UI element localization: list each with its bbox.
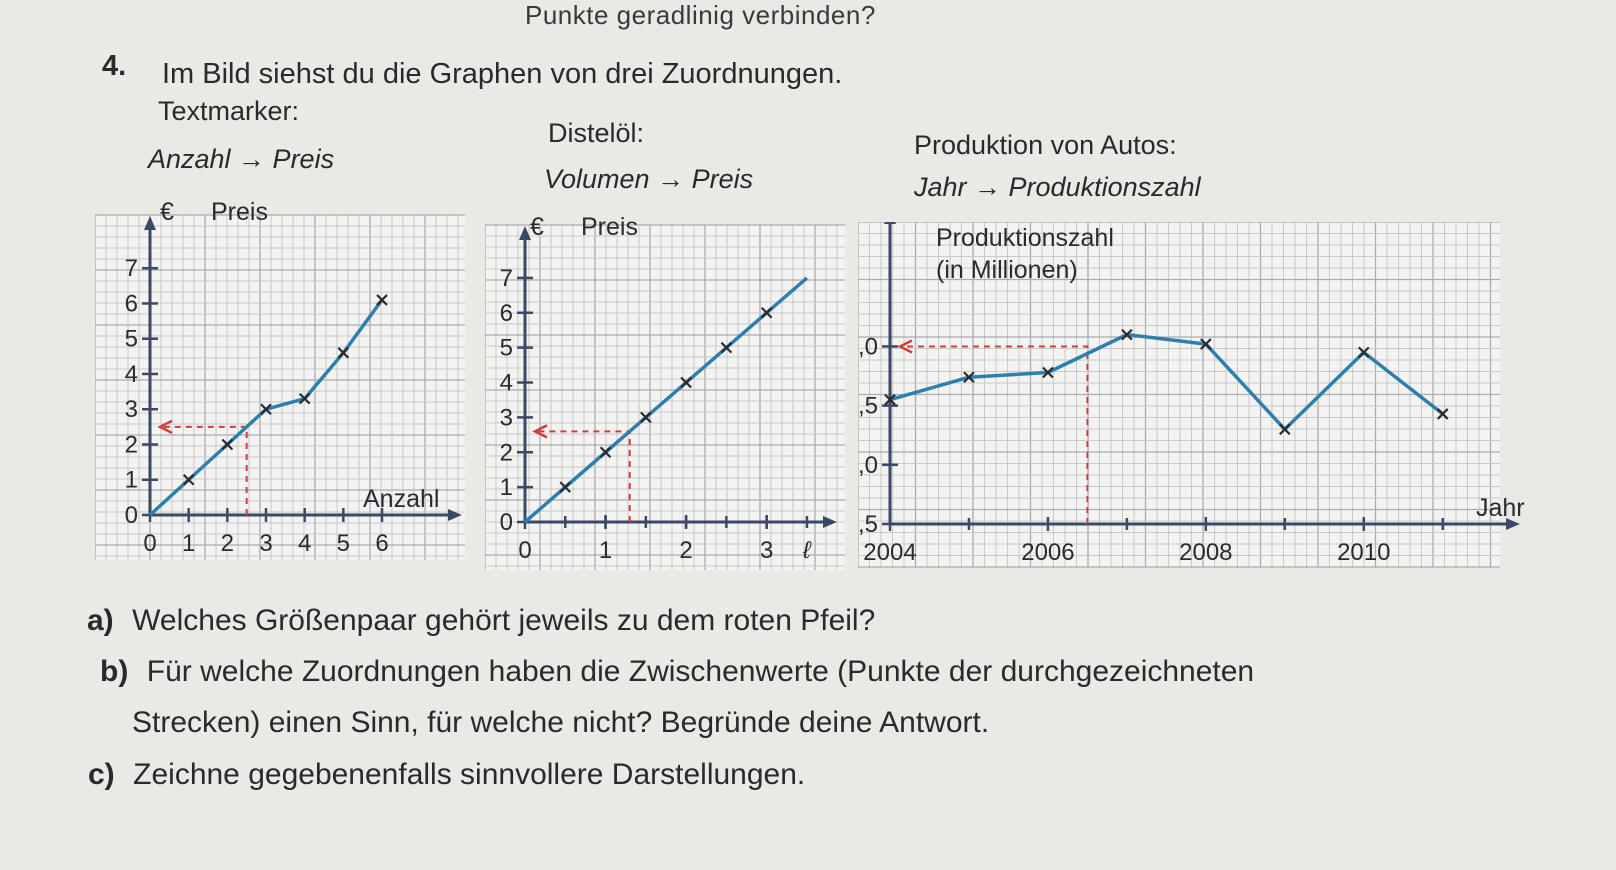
graph-distelol: 0 1 2 3 4 5 6 7 0 1 2 3 ℓ € Preis (485, 213, 845, 570)
x-tick-label: 2010 (1337, 539, 1390, 566)
question-b-letter: b) (100, 655, 129, 688)
graph-autos: 4,5 5,0 5,5 6,0 2004 2006 2008 2010 Produktions… (858, 222, 1525, 568)
y-tick-label: 5 (125, 326, 138, 353)
data-point-marker (1279, 423, 1291, 436)
question-b-text-line2: Strecken) einen Sinn, für welche nicht? … (132, 706, 990, 739)
y-tick-label: 5 (500, 335, 513, 362)
x-tick-label: 0 (143, 530, 156, 557)
x-tick-label: 2 (221, 530, 234, 557)
x-axis-arrowhead (448, 509, 462, 521)
graph1-y-unit: € (160, 198, 174, 226)
data-point-marker (599, 446, 612, 459)
top-fragment-text: Punkte geradlinig verbinden? (525, 0, 876, 30)
graph1-x-label: Anzahl (363, 485, 439, 513)
y-axis-arrowhead (519, 226, 531, 240)
data-point-marker (376, 294, 388, 306)
y-tick-label: 7 (500, 265, 513, 292)
y-tick-label: 1 (125, 467, 138, 494)
x-tick-label: 2004 (863, 539, 916, 566)
graph2-y-label: Preis (581, 213, 638, 241)
series-line (523, 276, 809, 524)
x-tick-label: 1 (182, 530, 195, 557)
graph1-title: Textmarker: (158, 96, 300, 126)
x-tick-label: 3 (259, 530, 272, 557)
data-point-marker (1042, 366, 1054, 379)
graph3-title: Produktion von Autos: (914, 130, 1177, 160)
x-tick-label: 3 (760, 537, 773, 564)
y-tick-label: 6 (125, 290, 138, 317)
grid-paper (485, 225, 845, 570)
x-axis-arrowhead (823, 516, 837, 528)
data-point-marker (337, 347, 350, 359)
y-tick-label: 2 (125, 431, 138, 458)
data-point-marker (1200, 338, 1212, 350)
task-number: 4. (102, 50, 127, 82)
x-tick-label: 4 (298, 530, 311, 557)
y-tick-label: 5,0 (858, 452, 878, 479)
x-tick-label: 2 (679, 537, 692, 564)
data-point-marker (640, 411, 652, 424)
data-point-marker (221, 438, 234, 451)
graph1-mapping: Anzahl → Preis (148, 144, 335, 174)
x-tick-label: 1 (599, 537, 612, 564)
y-tick-label: 0 (500, 509, 513, 536)
question-b-text: Für welche Zuordnungen haben die Zwische… (146, 655, 1255, 688)
graph1-y-label: Preis (211, 198, 268, 226)
task-intro: Im Bild siehst du die Graphen von drei Z… (162, 58, 843, 90)
data-point-marker (680, 376, 692, 389)
data-point-marker (1121, 328, 1133, 341)
question-c-letter: c) (88, 758, 115, 791)
graph3-mapping: Jahr → Produktionszahl (914, 172, 1201, 202)
y-tick-label: 4,5 (858, 511, 878, 538)
x-tick-label: 6 (375, 530, 388, 557)
data-point-marker (298, 392, 311, 405)
x-tick-label: 2006 (1021, 539, 1074, 566)
y-tick-label: 1 (500, 474, 513, 501)
y-tick-label: 6 (500, 300, 513, 327)
data-point-marker (760, 306, 773, 319)
data-point-marker (1436, 408, 1449, 420)
data-point-marker (1357, 346, 1370, 359)
series-line (889, 332, 1444, 432)
data-point-marker (884, 393, 896, 406)
y-tick-label: 2 (500, 439, 513, 466)
graph3-x-label: Jahr (1476, 494, 1525, 522)
y-tick-label: 5,5 (858, 393, 878, 420)
y-axis-arrowhead (884, 222, 896, 224)
y-tick-label: 6,0 (858, 333, 878, 360)
x-tick-label: 0 (518, 537, 531, 564)
data-point-marker (260, 403, 272, 416)
data-point-marker (559, 481, 572, 493)
question-a-text: Welches Größenpaar gehört jeweils zu dem… (132, 604, 876, 637)
question-c-text: Zeichne gegebenenfalls sinnvollere Darst… (133, 758, 806, 791)
question-a-letter: a) (87, 604, 114, 637)
graph2-title: Distelöl: (548, 118, 645, 148)
y-axis-arrowhead (144, 216, 156, 230)
x-tick-label: 5 (337, 530, 350, 557)
red-arrow (900, 345, 1089, 524)
y-tick-label: 3 (125, 396, 138, 423)
data-point-marker (182, 473, 195, 486)
y-tick-label: 4 (125, 361, 138, 388)
graph2-y-unit: € (530, 213, 544, 241)
red-arrow-head (157, 419, 173, 434)
y-tick-label: 7 (125, 255, 138, 282)
graph3-y-label: Produktionszahl (936, 224, 1114, 252)
y-tick-label: 3 (500, 404, 513, 431)
graph2-mapping: Volumen → Preis (544, 164, 754, 194)
x-tick-label: 2008 (1179, 539, 1232, 566)
x-unit-label: ℓ (802, 537, 812, 564)
x-axis-arrowhead (1506, 518, 1520, 530)
red-arrow-head (532, 424, 548, 439)
y-tick-label: 0 (125, 502, 138, 529)
data-point-marker (720, 341, 733, 354)
red-arrow-head (897, 339, 913, 354)
data-point-marker (963, 371, 975, 384)
y-tick-label: 4 (500, 370, 513, 397)
graph3-y-label-2: (in Millionen) (936, 256, 1078, 284)
